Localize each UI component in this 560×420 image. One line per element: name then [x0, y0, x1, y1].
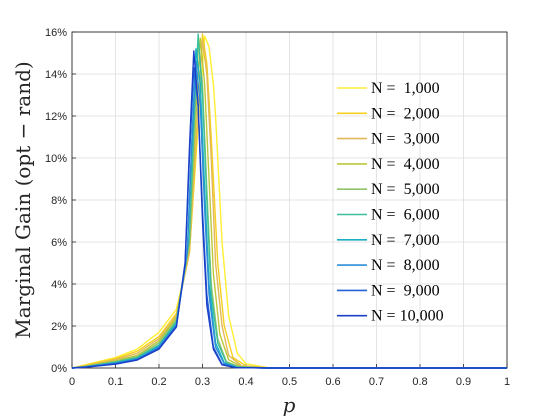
legend-label: N = 2,000: [371, 105, 440, 122]
y-tick-labels: 0% 2% 4% 6% 8% 10% 12% 14% 16%: [45, 27, 67, 375]
x-tick-label: 0.5: [282, 376, 297, 388]
x-tick-label: 1: [504, 376, 510, 388]
legend-label: N = 10,000: [371, 308, 444, 325]
legend-label: N = 3,000: [371, 131, 440, 148]
legend: N = 1,000 N = 2,000 N = 3,000 N = 4,000 N = …: [337, 80, 444, 325]
y-tick-label: 4%: [51, 279, 67, 291]
x-tick-label: 0.1: [108, 376, 123, 388]
series-lines: [71, 33, 508, 369]
x-axis-title: p: [283, 393, 296, 417]
x-tick-label: 0.3: [195, 376, 210, 388]
y-axis-title: Marginal Gain (opt − rand): [11, 61, 35, 338]
y-tick-label: 2%: [51, 321, 67, 333]
x-tick-labels: 0 0.1 0.2 0.3 0.4 0.5 0.6 0.7 0.8 0.9 1: [69, 376, 510, 388]
x-tick-label: 0.6: [325, 376, 340, 388]
series-line: [71, 35, 508, 369]
x-tick-label: 0.2: [151, 376, 166, 388]
y-tick-label: 8%: [51, 195, 67, 207]
x-tick-label: 0.7: [369, 376, 384, 388]
legend-label: N = 4,000: [371, 156, 440, 173]
series-line: [71, 37, 507, 369]
series-line: [71, 50, 507, 369]
y-tick-label: 10%: [45, 153, 67, 165]
x-tick-label: 0.4: [238, 376, 253, 388]
x-tick-label: 0.8: [412, 376, 427, 388]
y-tick-label: 12%: [45, 111, 67, 123]
y-tick-label: 6%: [51, 237, 67, 249]
legend-label: N = 5,000: [371, 181, 440, 198]
legend-label: N = 8,000: [371, 257, 440, 274]
legend-label: N = 7,000: [371, 232, 440, 249]
x-tick-label: 0: [69, 376, 75, 388]
y-tick-label: 0%: [51, 363, 67, 375]
legend-label: N = 9,000: [371, 282, 440, 299]
y-tick-label: 14%: [45, 69, 67, 81]
x-tick-label: 0.9: [456, 376, 471, 388]
series-line: [71, 33, 508, 369]
legend-label: N = 1,000: [371, 80, 440, 97]
y-tick-label: 16%: [45, 27, 67, 39]
series-line: [71, 39, 508, 369]
legend-label: N = 6,000: [371, 207, 440, 224]
